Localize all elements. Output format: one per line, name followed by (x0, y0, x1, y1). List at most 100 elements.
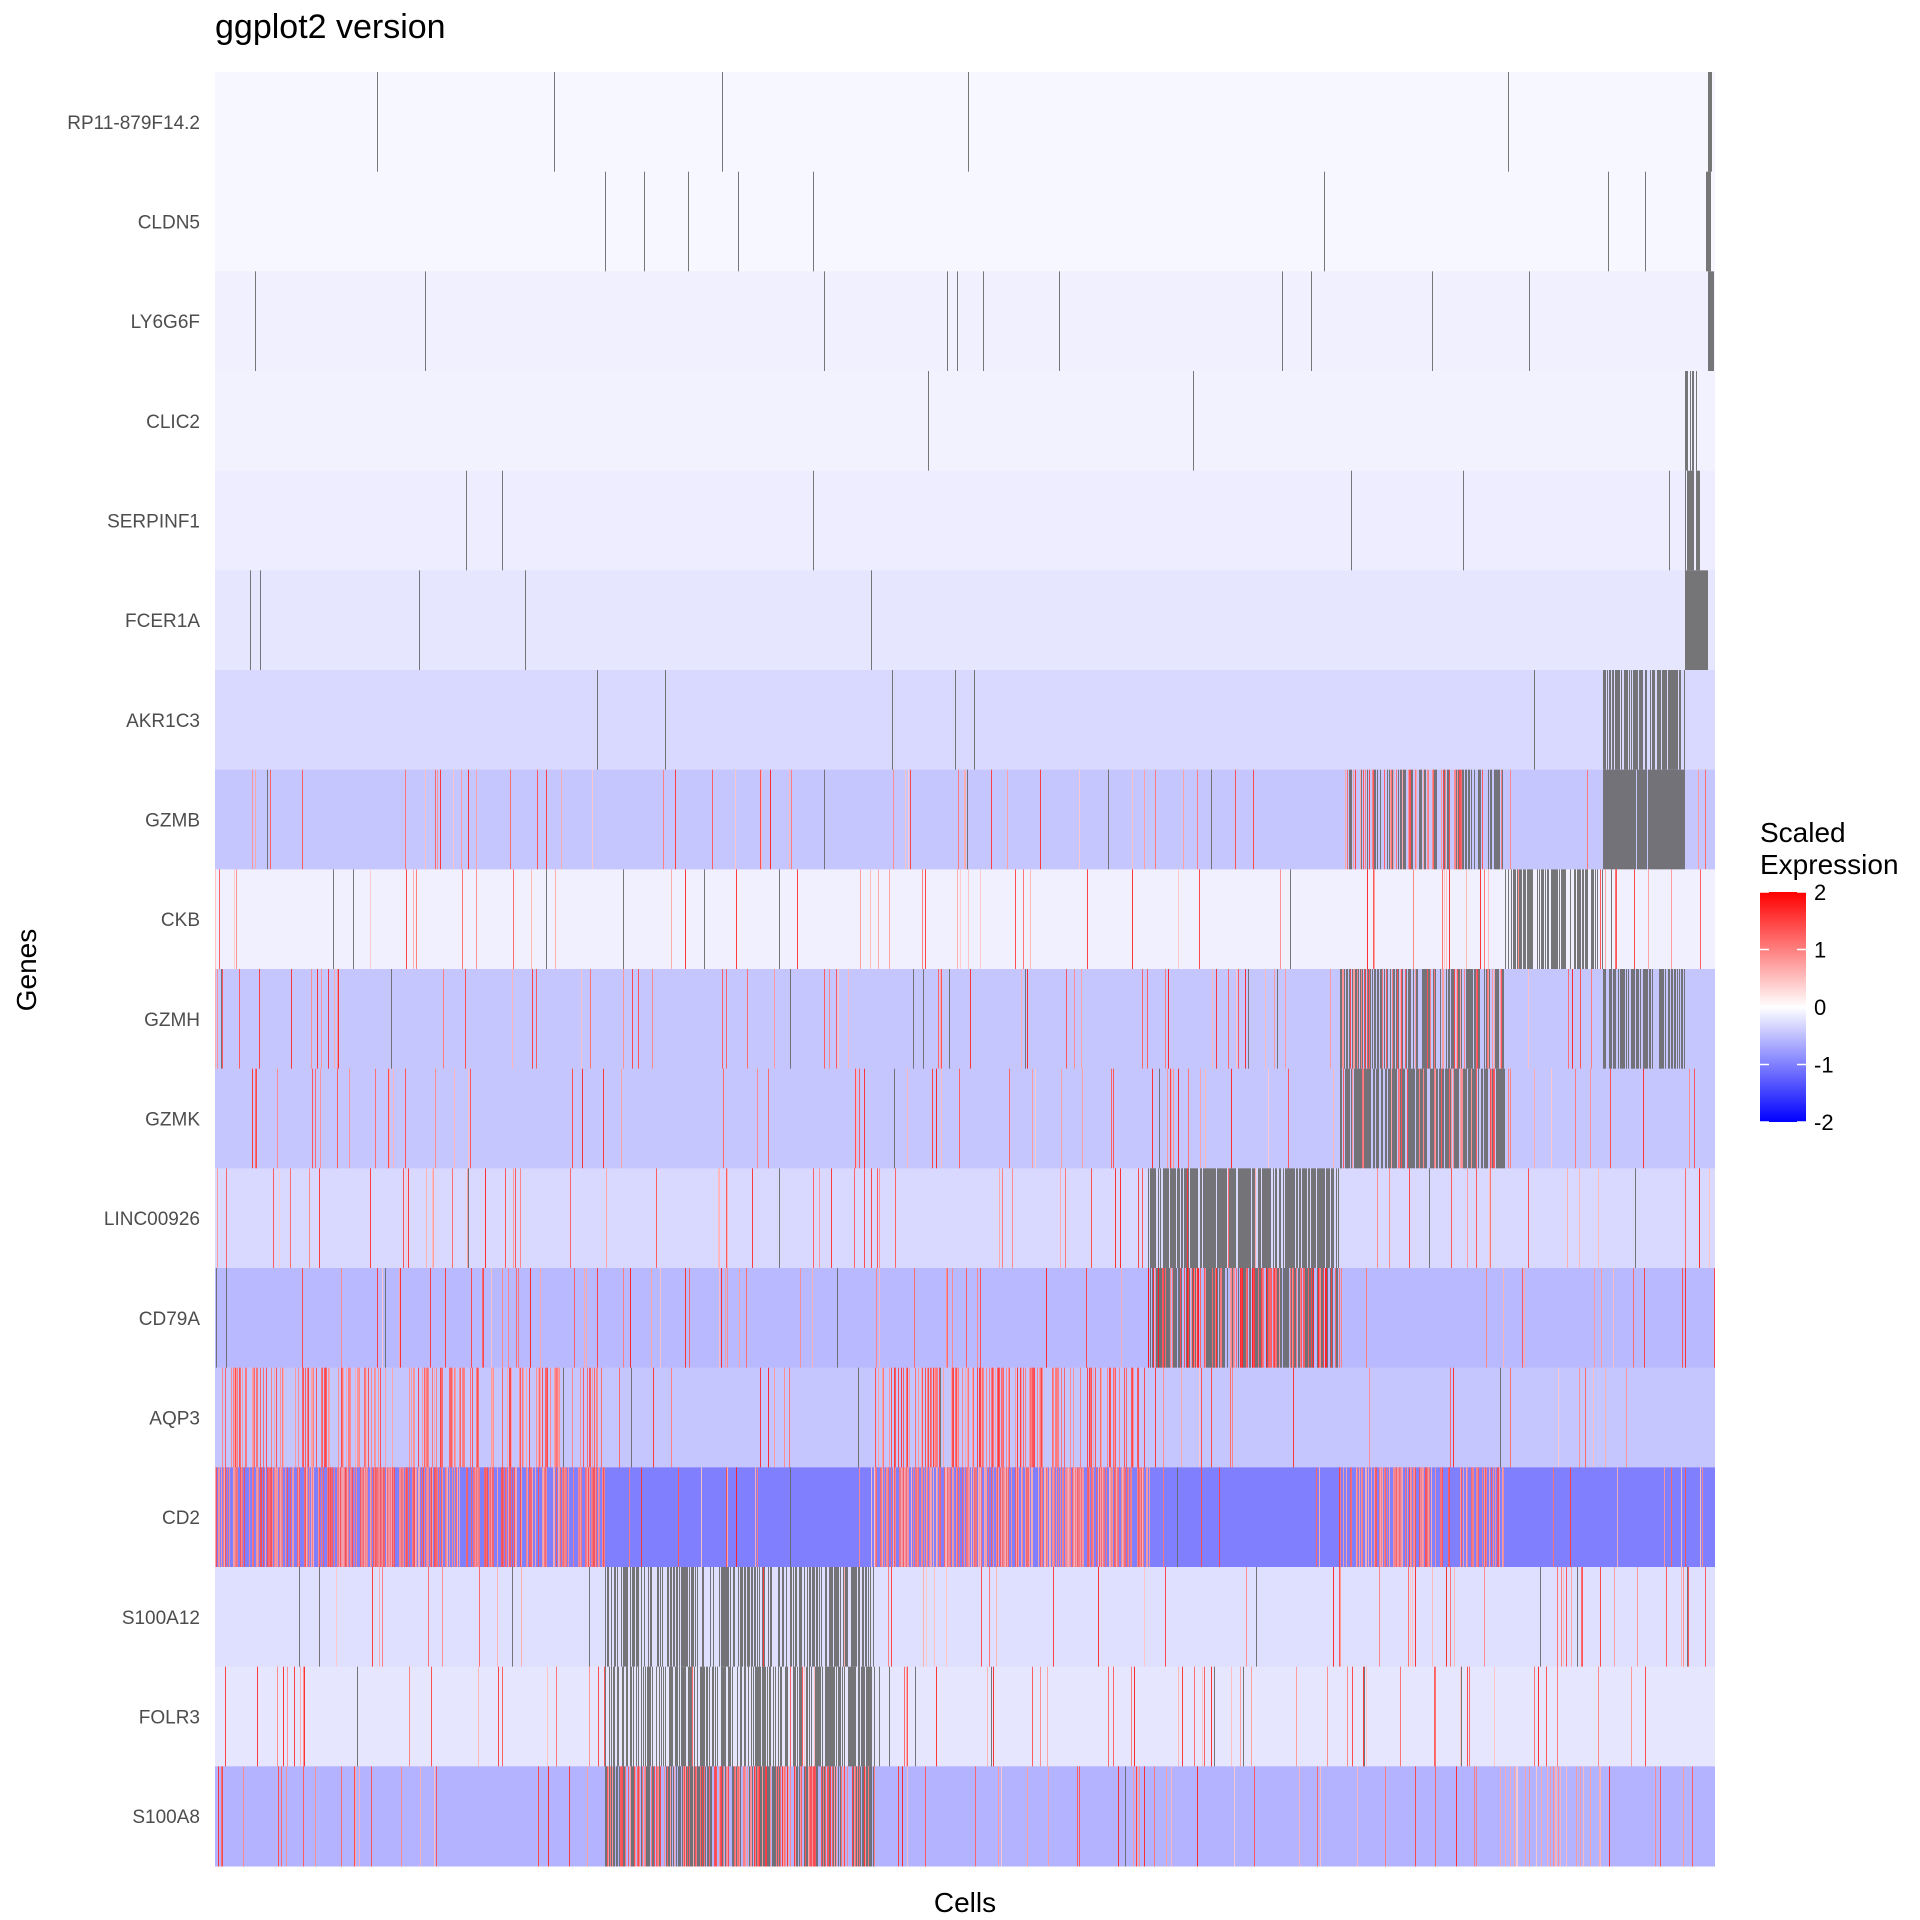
heatmap-cell (1367, 1068, 1368, 1169)
heatmap-cell (922, 869, 923, 970)
heatmap-cell (1448, 769, 1449, 870)
heatmap-cell (1045, 1467, 1046, 1568)
heatmap-cell (1250, 1168, 1251, 1269)
heatmap-cell (1386, 969, 1387, 1070)
heatmap-cell (1482, 1068, 1483, 1169)
heatmap-cell (1058, 1467, 1059, 1568)
heatmap-cell (221, 1766, 222, 1867)
heatmap-cell (696, 1766, 697, 1867)
heatmap-cell (1486, 1068, 1487, 1169)
heatmap-cell (1435, 1467, 1436, 1568)
heatmap-cell (1517, 1766, 1518, 1867)
heatmap-cell (384, 1467, 385, 1568)
heatmap-cell (1288, 1268, 1289, 1369)
heatmap-cell (585, 1467, 586, 1568)
heatmap-cell (364, 1467, 365, 1568)
heatmap-cell (727, 1567, 728, 1668)
heatmap-cell (623, 969, 624, 1070)
heatmap-cell (1701, 570, 1702, 671)
heatmap-cell (769, 1766, 770, 1867)
heatmap-cell (736, 1766, 737, 1867)
heatmap-cell (1672, 769, 1673, 870)
heatmap-cell (888, 1567, 889, 1668)
heatmap-cell (1613, 1268, 1614, 1369)
heatmap-cell (464, 1367, 465, 1468)
heatmap-cell (1418, 1068, 1419, 1169)
heatmap-cell (719, 1567, 720, 1668)
heatmap-cell (694, 1766, 695, 1867)
heatmap-cell (682, 1666, 683, 1767)
heatmap-cell (1443, 1068, 1444, 1169)
heatmap-cell (436, 1467, 437, 1568)
heatmap-cell (1179, 1168, 1180, 1269)
heatmap-cell (1052, 1467, 1053, 1568)
heatmap-cell (1254, 1766, 1255, 1867)
heatmap-cell (1275, 1168, 1276, 1269)
heatmap-cell (1367, 769, 1368, 870)
heatmap-cell (737, 1766, 738, 1867)
heatmap-cell (987, 1666, 988, 1767)
heatmap-cell (1351, 470, 1352, 571)
heatmap-cell (1349, 1068, 1350, 1169)
heatmap-cell (255, 271, 256, 372)
heatmap-cell (965, 769, 966, 870)
heatmap-cell (1428, 969, 1429, 1070)
heatmap-cell (1628, 769, 1629, 870)
heatmap-cell (1157, 1268, 1158, 1369)
heatmap-cell (1625, 670, 1626, 771)
heatmap-cell (1675, 769, 1676, 870)
heatmap-row-FCER1A (215, 570, 1715, 671)
heatmap-cell (875, 1467, 876, 1568)
heatmap-cell (1343, 1467, 1344, 1568)
heatmap-cell (632, 1567, 633, 1668)
heatmap-cell (842, 1666, 843, 1767)
heatmap-cell (812, 1567, 813, 1668)
heatmap-cell (1702, 570, 1703, 671)
heatmap-cell (1626, 769, 1627, 870)
heatmap-cell (1396, 769, 1397, 870)
heatmap-cell (546, 769, 547, 870)
heatmap-cell (1222, 1268, 1223, 1369)
heatmap-cell (1699, 470, 1700, 571)
heatmap-cell (454, 1467, 455, 1568)
heatmap-cell (821, 1567, 822, 1668)
heatmap-cell (820, 1666, 821, 1767)
heatmap-cell (1356, 969, 1357, 1070)
heatmap-cell (1461, 1467, 1462, 1568)
heatmap-cell (545, 1467, 546, 1568)
heatmap-cell (1389, 769, 1390, 870)
heatmap-cell (371, 1367, 372, 1468)
heatmap-cell (831, 1666, 832, 1767)
heatmap-cell (1636, 670, 1637, 771)
heatmap-cell (501, 1467, 502, 1568)
heatmap-cell (1425, 769, 1426, 870)
heatmap-cell (383, 1467, 384, 1568)
heatmap-cell (260, 1367, 261, 1468)
heatmap-cell (1451, 969, 1452, 1070)
heatmap-cell (1382, 1068, 1383, 1169)
heatmap-cell (1442, 1467, 1443, 1568)
heatmap-cell (1524, 1268, 1525, 1369)
heatmap-cell (704, 1666, 705, 1767)
heatmap-cell (1427, 1467, 1428, 1568)
heatmap-cell (606, 1766, 607, 1867)
heatmap-cell (1463, 1068, 1464, 1169)
heatmap-cell (1458, 1068, 1459, 1169)
heatmap-cell (548, 1766, 549, 1867)
heatmap-cell (477, 1467, 478, 1568)
heatmap-cell (1265, 1168, 1266, 1269)
heatmap-cell (430, 1268, 431, 1369)
heatmap-cell (486, 1467, 487, 1568)
heatmap-cell (598, 1666, 599, 1767)
heatmap-cell (305, 1367, 306, 1468)
heatmap-cell (303, 1367, 304, 1468)
heatmap-cell (931, 1367, 932, 1468)
heatmap-cell (611, 1567, 612, 1668)
heatmap-cell (977, 1268, 978, 1369)
heatmap-cell (656, 1766, 657, 1867)
heatmap-cell (751, 1766, 752, 1867)
heatmap-cell (1080, 1367, 1081, 1468)
heatmap-cell (779, 1168, 780, 1269)
heatmap-cell (1384, 769, 1385, 870)
heatmap-cell (908, 1467, 909, 1568)
